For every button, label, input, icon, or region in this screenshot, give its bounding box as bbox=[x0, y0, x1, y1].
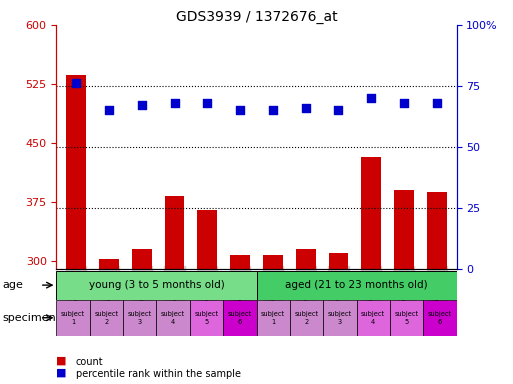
Bar bbox=[156, 300, 190, 336]
Bar bbox=[165, 197, 184, 384]
Text: ■: ■ bbox=[56, 356, 67, 366]
Point bbox=[137, 103, 146, 109]
Bar bbox=[132, 249, 151, 384]
Text: ■: ■ bbox=[56, 367, 67, 377]
Point bbox=[400, 100, 408, 106]
Bar bbox=[56, 271, 256, 300]
Text: subject
6: subject 6 bbox=[228, 311, 252, 324]
Bar bbox=[190, 300, 223, 336]
Point bbox=[433, 100, 441, 106]
Bar bbox=[99, 259, 119, 384]
Bar bbox=[90, 300, 123, 336]
Bar bbox=[362, 157, 381, 384]
Text: subject
5: subject 5 bbox=[194, 311, 219, 324]
Bar bbox=[256, 300, 290, 336]
Point bbox=[72, 80, 80, 86]
Text: subject
1: subject 1 bbox=[61, 311, 85, 324]
Point bbox=[334, 107, 343, 113]
Bar bbox=[123, 300, 156, 336]
Bar bbox=[390, 300, 423, 336]
Bar bbox=[290, 300, 323, 336]
Bar bbox=[394, 190, 414, 384]
Bar bbox=[296, 249, 315, 384]
Text: specimen: specimen bbox=[3, 313, 56, 323]
Bar bbox=[427, 192, 447, 384]
Text: subject
4: subject 4 bbox=[361, 311, 385, 324]
Point bbox=[367, 95, 376, 101]
Point bbox=[302, 105, 310, 111]
Text: subject
2: subject 2 bbox=[294, 311, 319, 324]
Bar bbox=[198, 210, 217, 384]
Bar bbox=[230, 255, 250, 384]
Point bbox=[203, 100, 211, 106]
Point bbox=[105, 107, 113, 113]
Bar bbox=[223, 300, 256, 336]
Text: subject
6: subject 6 bbox=[428, 311, 452, 324]
Text: subject
3: subject 3 bbox=[128, 311, 152, 324]
Bar bbox=[263, 255, 283, 384]
Point bbox=[236, 107, 244, 113]
Text: subject
1: subject 1 bbox=[261, 311, 285, 324]
Bar bbox=[256, 271, 457, 300]
Text: subject
4: subject 4 bbox=[161, 311, 185, 324]
Text: aged (21 to 23 months old): aged (21 to 23 months old) bbox=[285, 280, 428, 290]
Bar bbox=[329, 253, 348, 384]
Text: subject
5: subject 5 bbox=[394, 311, 419, 324]
Point bbox=[170, 100, 179, 106]
Text: young (3 to 5 months old): young (3 to 5 months old) bbox=[89, 280, 224, 290]
Text: percentile rank within the sample: percentile rank within the sample bbox=[76, 369, 241, 379]
Bar bbox=[323, 300, 357, 336]
Point bbox=[269, 107, 277, 113]
Bar bbox=[56, 300, 90, 336]
Text: subject
3: subject 3 bbox=[328, 311, 352, 324]
Bar bbox=[357, 300, 390, 336]
Text: subject
2: subject 2 bbox=[94, 311, 119, 324]
Text: age: age bbox=[3, 280, 24, 290]
Text: count: count bbox=[76, 357, 104, 367]
Title: GDS3939 / 1372676_at: GDS3939 / 1372676_at bbox=[175, 10, 338, 24]
Bar bbox=[423, 300, 457, 336]
Bar bbox=[66, 74, 86, 384]
